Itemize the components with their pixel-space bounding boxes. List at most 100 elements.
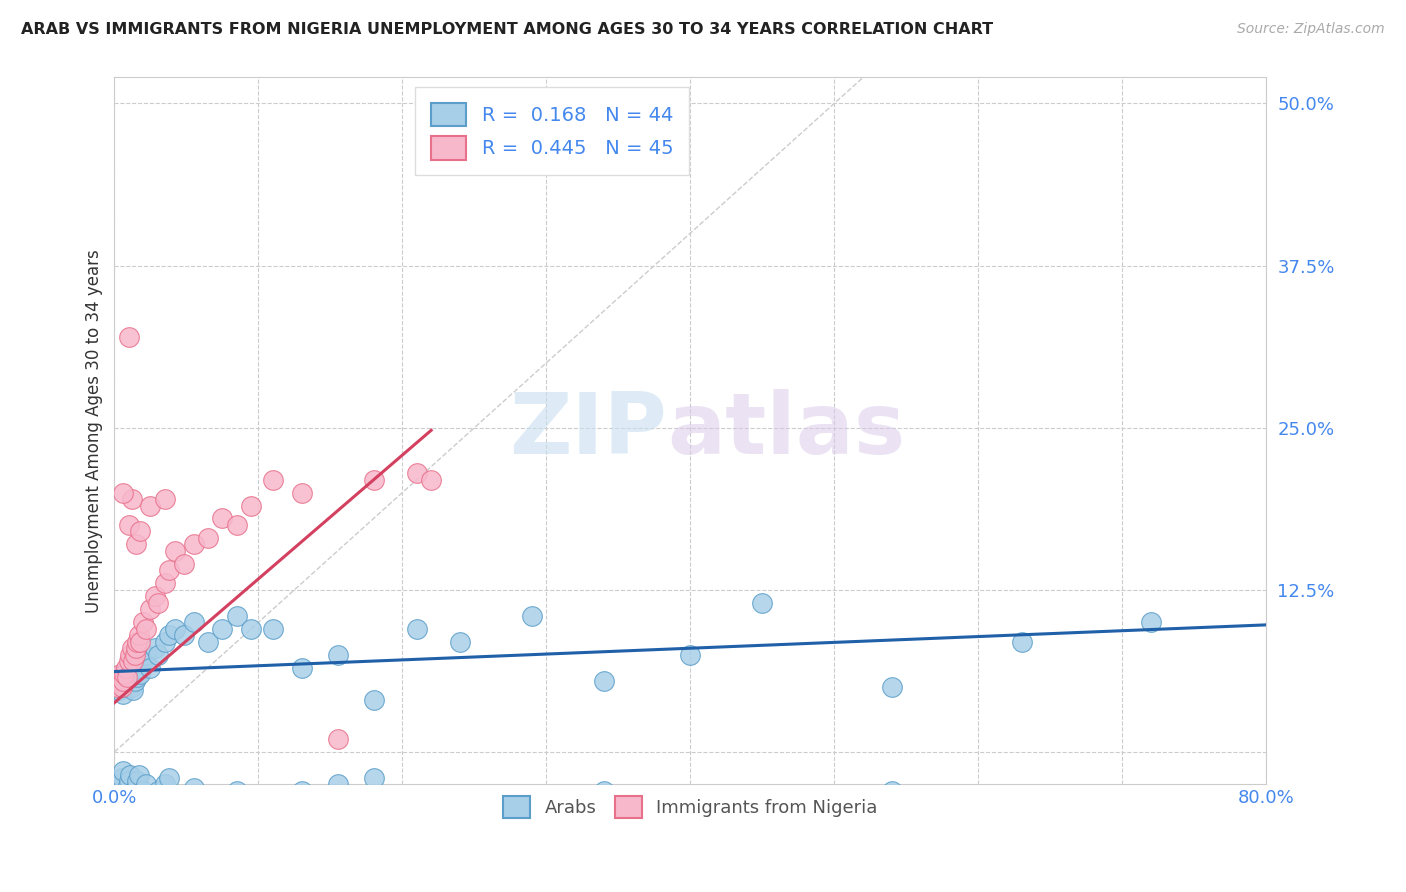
Point [105,790,128,805]
Point [225,608,247,623]
Point [183,615,205,630]
Point [117,673,139,688]
Text: ZIP: ZIP [509,390,668,473]
Text: Source: ZipAtlas.com: Source: ZipAtlas.com [1237,22,1385,37]
Point [153,634,176,648]
Point [122,682,145,697]
Point [124,788,146,802]
Point [112,764,135,779]
Point [128,768,150,782]
Point [262,473,284,487]
Point [197,797,219,811]
Point [405,466,427,480]
Text: ARAB VS IMMIGRANTS FROM NIGERIA UNEMPLOYMENT AMONG AGES 30 TO 34 YEARS CORRELATI: ARAB VS IMMIGRANTS FROM NIGERIA UNEMPLOY… [21,22,993,37]
Point [129,634,152,648]
Point [110,667,132,681]
Point [122,654,145,668]
Point [173,557,195,571]
Point [127,634,149,648]
Point [225,784,247,798]
Point [405,622,427,636]
Point [157,628,180,642]
Point [132,654,155,668]
Point [173,788,195,802]
Point [139,602,162,616]
Point [122,794,145,808]
Point [118,518,141,533]
Point [121,680,143,694]
Point [520,608,543,623]
Point [197,531,219,545]
Point [110,771,132,785]
Point [108,667,131,681]
Point [262,810,284,824]
Point [110,680,132,694]
Point [363,771,385,785]
Point [117,670,139,684]
Point [112,687,135,701]
Point [405,797,427,811]
Point [115,670,138,684]
Point [211,622,233,636]
Point [240,816,263,830]
Point [146,784,169,798]
Point [105,680,128,694]
Point [143,790,166,805]
Point [120,768,142,782]
Point [153,491,176,506]
Point [139,797,162,811]
Point [112,673,135,688]
Point [520,816,543,830]
Point [132,784,155,798]
Point [124,673,146,688]
Point [120,677,142,691]
Point [880,784,903,798]
Point [157,771,180,785]
Point [143,590,166,604]
Point [211,790,233,805]
Point [135,777,157,791]
Point [262,622,284,636]
Point [128,661,150,675]
Point [880,680,903,694]
Point [593,673,616,688]
Point [118,773,141,788]
Point [197,634,219,648]
Point [118,330,141,344]
Point [112,485,135,500]
Point [291,784,314,798]
Point [326,732,349,747]
Point [153,576,176,591]
Y-axis label: Unemployment Among Ages 30 to 34 years: Unemployment Among Ages 30 to 34 years [86,249,103,613]
Point [326,648,349,662]
Point [679,648,702,662]
Point [135,648,157,662]
Point [449,790,471,805]
Point [125,537,148,551]
Point [121,491,143,506]
Point [125,641,148,656]
Point [163,544,186,558]
Point [125,667,148,681]
Point [139,661,162,675]
Point [751,810,773,824]
Point [211,511,233,525]
Point [225,518,247,533]
Point [121,799,143,814]
Point [114,667,136,681]
Point [127,670,149,684]
Point [420,473,443,487]
Point [129,790,152,805]
Point [114,680,136,694]
Point [1011,797,1033,811]
Point [118,654,141,668]
Point [125,781,148,796]
Point [240,622,263,636]
Point [127,773,149,788]
Point [124,648,146,662]
Point [363,693,385,707]
Point [114,794,136,808]
Legend: Arabs, Immigrants from Nigeria: Arabs, Immigrants from Nigeria [496,789,884,825]
Point [108,677,131,691]
Point [129,667,152,681]
